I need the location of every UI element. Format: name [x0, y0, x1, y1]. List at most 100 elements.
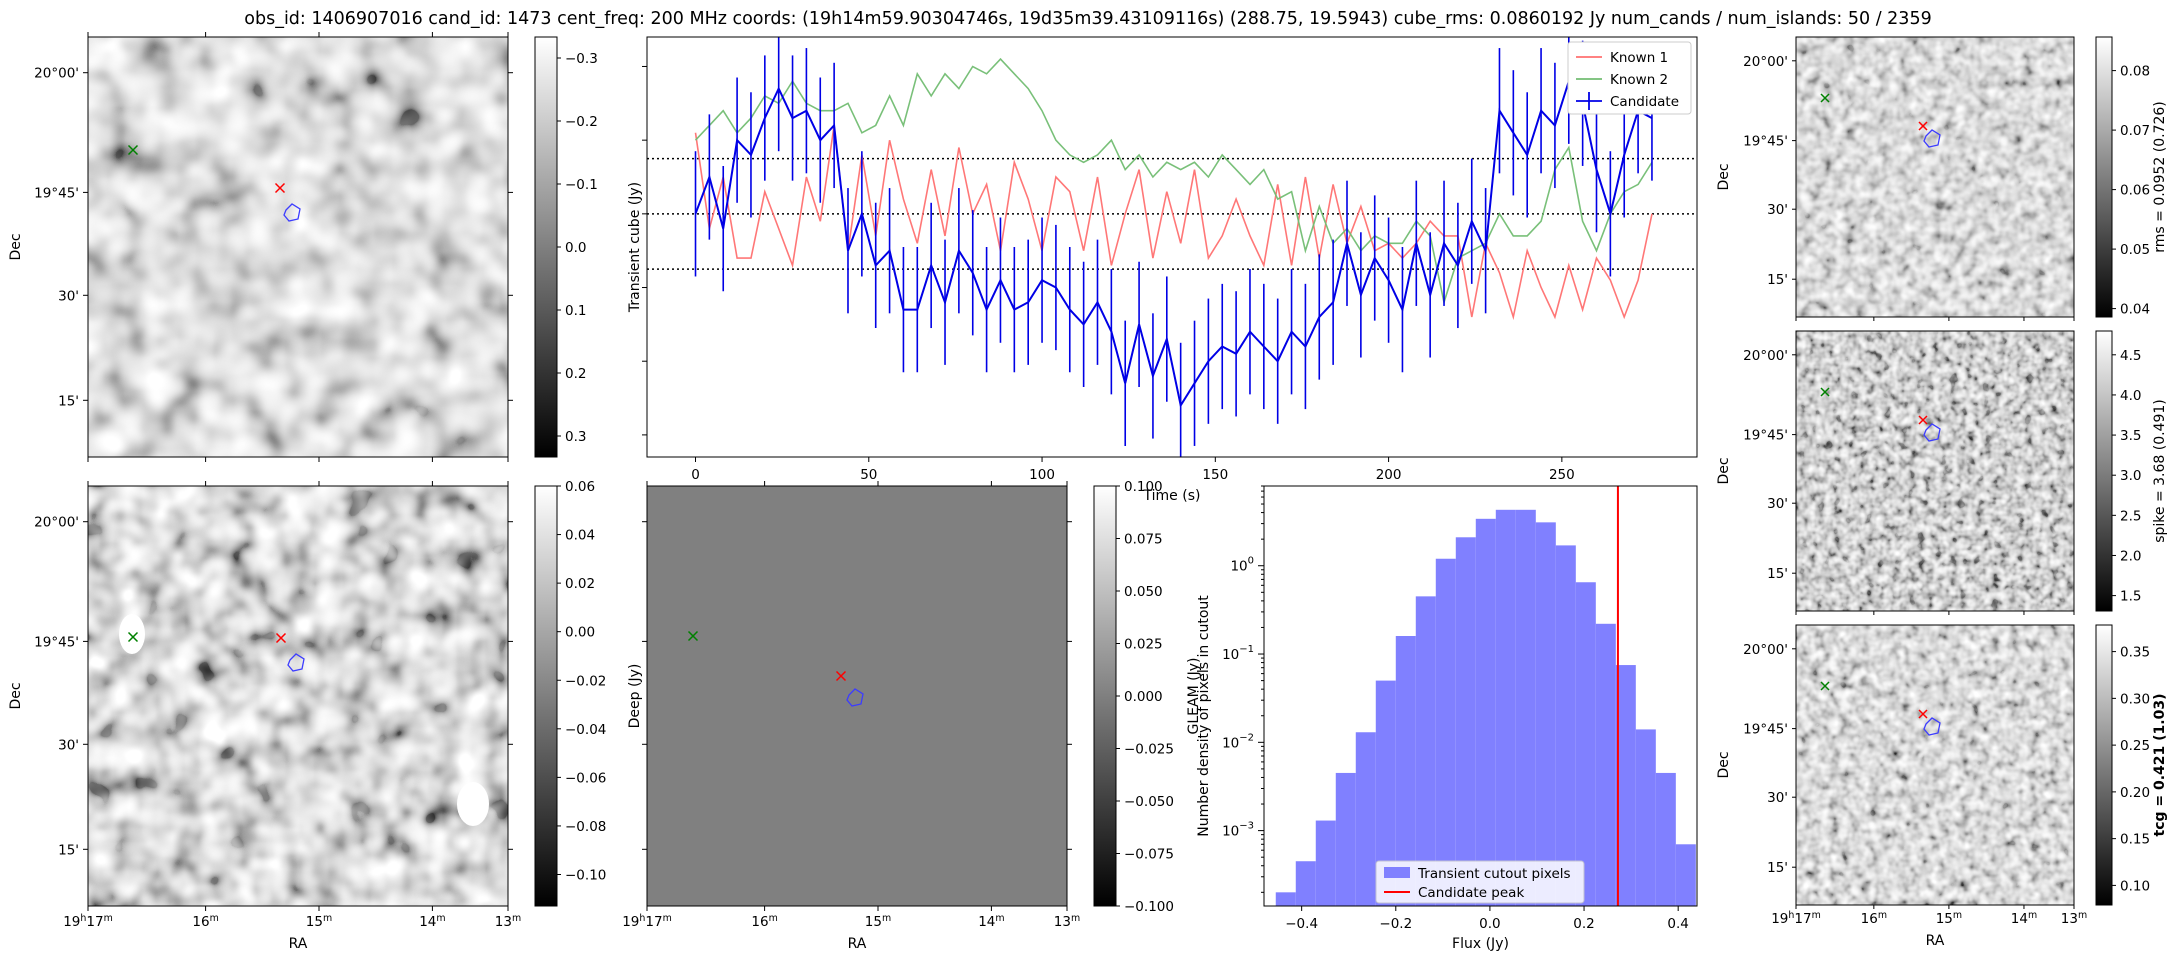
gleam-colorbar-tick-label: −0.025 [1124, 742, 1174, 758]
spike-colorbar-tick-label: 4.5 [2120, 348, 2141, 364]
candidate-contour [846, 688, 864, 707]
bright-source-right [457, 782, 489, 826]
transient-cube-image [88, 37, 508, 457]
histogram-bar [1395, 636, 1416, 906]
y-tick-label: 10−3 [1222, 821, 1254, 840]
gleam-colorbar-tick-label: −0.075 [1124, 847, 1174, 863]
rms-colorbar-tick-label: 0.07 [2120, 123, 2150, 139]
deep-colorbar-tick-label: 0.02 [565, 576, 595, 592]
histogram-bar [1295, 861, 1316, 906]
gleam-colorbar [1093, 485, 1117, 907]
dec-tick-label: 19°45' [34, 634, 79, 650]
candidate-contour [1923, 423, 1941, 442]
dec-tick-label: 15' [58, 842, 79, 858]
tcg-colorbar [2095, 624, 2113, 906]
dec-tick-label: 20°00' [1743, 348, 1788, 364]
transient_cube-colorbar-tick-label: −0.2 [565, 114, 598, 130]
dec-tick-label: 19°45' [1743, 428, 1788, 444]
deep-colorbar-tick-label: −0.10 [565, 868, 606, 884]
dec-tick-label: 20°00' [34, 66, 79, 82]
transient_cube-colorbar-label: Transient cube (Jy) [627, 182, 643, 313]
ra-axis-label: RA [289, 936, 308, 952]
rms-colorbar [2095, 36, 2113, 318]
gleam-image [646, 485, 1068, 907]
dec-axis-label: Dec [1716, 457, 1732, 484]
rms-image [1796, 37, 2074, 317]
known-source-marker [1820, 681, 1830, 691]
candidate-contour [287, 653, 305, 672]
dec-tick-label: 15' [1767, 272, 1788, 288]
histogram-frame [1263, 485, 1698, 907]
tcg-colorbar-tick-label: 0.30 [2120, 691, 2150, 707]
dec-tick-label: 30' [1767, 496, 1788, 512]
ra-tick-label: 16m [1861, 910, 1887, 927]
gleam-colorbar-tick-label: −0.050 [1124, 794, 1174, 810]
ra-tick-label: 14m [419, 913, 445, 930]
gleam-colorbar-tick-label: 0.100 [1124, 479, 1163, 495]
histogram-bar [1675, 844, 1696, 906]
spike-panel [1795, 330, 2075, 612]
dec-tick-label: 20°00' [34, 515, 79, 531]
known-source-marker [687, 630, 699, 642]
ra-tick-label: 19h17m [63, 913, 113, 930]
x-tick-label: −0.2 [1379, 916, 1412, 932]
ra-tick-label: 16m [751, 913, 777, 930]
histogram-bar [1435, 558, 1456, 906]
x-tick-label: 150 [1202, 467, 1228, 483]
known-source-marker [1820, 387, 1830, 397]
histogram-chart: −0.4 −0.2 0.0 0.2 0.4 Flux (Jy) 10−3 10−2 10−1 10… [1196, 485, 1698, 952]
legend-label: Candidate [1610, 94, 1679, 110]
dec-tick-label: 20°00' [1743, 54, 1788, 70]
deep-colorbar [534, 485, 558, 907]
ra-tick-label: 16m [192, 913, 218, 930]
legend-label: Known 2 [1610, 72, 1668, 88]
dec-tick-label: 20°00' [1743, 642, 1788, 658]
candidate-marker [1918, 121, 1928, 131]
transient_cube-colorbar-tick-label: −0.3 [565, 51, 598, 67]
transient-cube-panel [87, 36, 509, 458]
deep-colorbar-tick-label: 0.00 [565, 625, 595, 641]
histogram-bar [1615, 665, 1636, 906]
ra-tick-label: 15m [306, 913, 332, 930]
tcg-colorbar-tick-label: 0.15 [2120, 832, 2150, 848]
dec-axis-label: Dec [1716, 163, 1732, 190]
lightcurve-plot-layer [647, 37, 1697, 457]
candidate-marker [1918, 709, 1928, 719]
spike-colorbar-tick-label: 4.0 [2120, 388, 2141, 404]
rms-colorbar-tick-label: 0.08 [2120, 64, 2150, 80]
y-tick-label: 10−2 [1222, 732, 1254, 751]
histogram-bar [1375, 680, 1396, 906]
transient_cube-colorbar-tick-label: −0.1 [565, 177, 598, 193]
spike-colorbar-tick-label: 2.0 [2120, 548, 2141, 564]
histogram-bar [1355, 732, 1376, 906]
histogram-bar [1535, 522, 1556, 906]
rms-colorbar-tick-label: 0.04 [2120, 302, 2150, 318]
candidate-marker [1918, 415, 1928, 425]
dec-tick-label: 19°45' [1743, 134, 1788, 150]
x-axis-label: Flux (Jy) [1452, 936, 1509, 952]
spike-colorbar-tick-label: 2.5 [2120, 508, 2141, 524]
deep-colorbar-tick-label: 0.06 [565, 479, 595, 495]
lightcurve-plot-area [647, 37, 1697, 457]
gleam-panel [646, 485, 1068, 907]
colorbars: 0.3 0.2 0.1 0.0 −0.1 −0.2 −0.3 Transient cube (… [534, 36, 2168, 915]
dec-tick-label: 30' [58, 288, 79, 304]
x-tick-label: 100 [1029, 467, 1055, 483]
candidate-marker [274, 182, 286, 194]
x-axis-label: Time (s) [1143, 488, 1201, 504]
histogram-bar [1335, 772, 1356, 906]
gleam-colorbar-tick-label: 0.025 [1124, 637, 1163, 653]
deep-colorbar-label: Deep (Jy) [627, 664, 643, 729]
y-tick-label: 10−1 [1222, 644, 1254, 663]
y-tick-label: 100 [1230, 556, 1254, 575]
candidate-contour [283, 203, 301, 222]
x-tick-label: 250 [1549, 467, 1575, 483]
legend-label: Candidate peak [1418, 885, 1524, 901]
x-tick-label: 0 [691, 467, 700, 483]
candidate-line [694, 78, 1653, 409]
gleam-colorbar-tick-label: 0.075 [1124, 532, 1163, 548]
bright-source-left [119, 614, 145, 654]
histogram-bar [1595, 623, 1616, 906]
transient_cube-colorbar-tick-label: 0.2 [565, 366, 586, 382]
transient_cube-colorbar-tick-label: 0.0 [565, 240, 586, 256]
